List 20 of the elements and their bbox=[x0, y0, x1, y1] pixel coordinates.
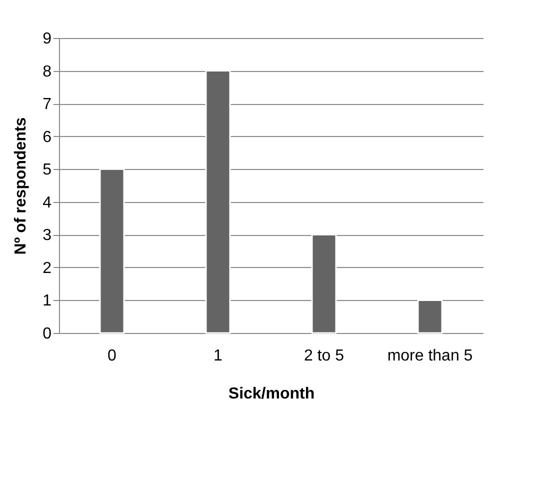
bar bbox=[99, 168, 125, 334]
y-tick-label: 5 bbox=[42, 162, 52, 179]
y-tick-label: 8 bbox=[42, 63, 52, 80]
y-tick-label: 3 bbox=[42, 227, 52, 244]
x-tick-label: 1 bbox=[214, 348, 223, 364]
x-tick-label: 2 to 5 bbox=[304, 348, 344, 364]
y-tick-label: 2 bbox=[42, 260, 52, 277]
x-axis-title: Sick/month bbox=[228, 386, 315, 402]
y-tick-label: 9 bbox=[42, 30, 52, 48]
bar bbox=[311, 234, 337, 334]
x-tick-label: more than 5 bbox=[387, 348, 473, 364]
y-tick-label: 6 bbox=[42, 128, 52, 146]
y-tick-label: 1 bbox=[42, 292, 52, 310]
x-tick-label: 0 bbox=[108, 348, 117, 364]
bar bbox=[417, 299, 443, 334]
y-axis-title: Nº of respondents bbox=[12, 117, 30, 255]
bar bbox=[205, 70, 231, 334]
y-tick-label: 4 bbox=[42, 194, 52, 212]
y-tick-label: 7 bbox=[42, 96, 52, 114]
y-tick-label: 0 bbox=[42, 326, 52, 342]
